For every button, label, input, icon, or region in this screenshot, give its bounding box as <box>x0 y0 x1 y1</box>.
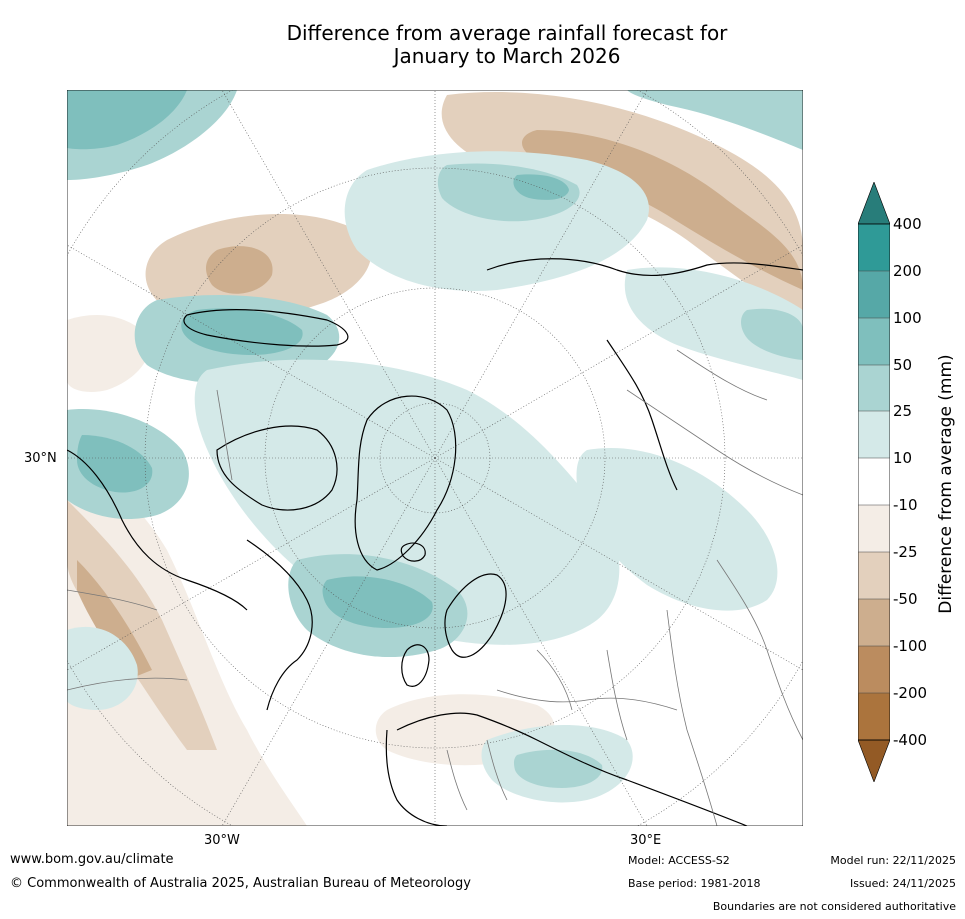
dry-anomaly-regions <box>67 92 803 826</box>
colorbar-tick: -25 <box>893 543 918 561</box>
colorbar-label: Difference from average (mm) <box>936 354 956 614</box>
colorbar-tick: -10 <box>893 496 918 514</box>
rainfall-anomaly-map <box>67 90 803 826</box>
colorbar-segment-100-200 <box>858 271 890 318</box>
colorbar-segment-m200-m100 <box>858 646 890 693</box>
wet-region-northeast <box>627 90 803 150</box>
wet-anomaly-regions <box>67 90 803 803</box>
colorbar-tick: -50 <box>893 590 918 608</box>
map-title: Difference from average rainfall forecas… <box>160 22 854 68</box>
wet-region-central <box>194 359 620 645</box>
lat-label-30n: 30°N <box>24 451 57 466</box>
colorbar-segment-m400-m200 <box>858 693 890 740</box>
title-line-2: January to March 2026 <box>393 44 621 68</box>
colorbar-tick: 100 <box>893 309 922 327</box>
colorbar-tick: 10 <box>893 449 913 467</box>
colorbar-segment-50-100 <box>858 318 890 365</box>
wet-region-east <box>576 448 778 611</box>
colorbar-tick: -200 <box>893 684 928 702</box>
coast-uk <box>401 644 430 687</box>
coast-iberia-africa <box>385 729 448 826</box>
coast-scandinavia <box>444 573 507 658</box>
base-period: Base period: 1981-2018 <box>628 877 761 890</box>
coast-siberia-north <box>486 258 803 277</box>
coast-alaska <box>183 308 349 347</box>
coast-north-america-east <box>246 539 313 711</box>
colorbar-segment-m25-m10 <box>858 505 890 552</box>
coastlines <box>67 258 803 826</box>
copyright-notice: © Commonwealth of Australia 2025, Austra… <box>10 876 471 891</box>
colorbar-tick: 50 <box>893 356 913 374</box>
model-run-date: Model run: 22/11/2025 <box>830 854 956 867</box>
colorbar-segment-neutral <box>858 458 890 505</box>
colorbar-segment-25-50 <box>858 365 890 411</box>
colorbar-tick: 400 <box>893 215 922 233</box>
model-name: Model: ACCESS-S2 <box>628 854 730 867</box>
website-link[interactable]: www.bom.gov.au/climate <box>10 852 174 867</box>
colorbar-tick: 200 <box>893 262 922 280</box>
colorbar-tick: 25 <box>893 402 913 420</box>
colorbar-tick: -400 <box>893 731 928 749</box>
title-line-1: Difference from average rainfall forecas… <box>286 21 728 45</box>
coast-siberia-east <box>606 339 678 491</box>
coast-europe <box>396 712 748 826</box>
colorbar-segment-10-25 <box>858 411 890 458</box>
coast-iceland <box>400 542 426 562</box>
country-boundaries <box>67 349 803 826</box>
coast-north-america-west <box>67 449 248 611</box>
colorbar-wet-extend <box>857 181 891 225</box>
lon-label-30w: 30°W <box>204 833 240 848</box>
colorbar-segment-m50-m25 <box>858 552 890 599</box>
coast-canada-arctic <box>216 425 338 511</box>
colorbar-segment-200-400 <box>858 224 890 271</box>
issued-date: Issued: 24/11/2025 <box>849 877 956 890</box>
colorbar-dry-extend <box>857 739 891 783</box>
graticule <box>67 90 803 826</box>
boundaries-disclaimer: Boundaries are not considered authoritat… <box>712 900 956 913</box>
colorbar-segment-m100-m50 <box>858 599 890 646</box>
lon-label-30e: 30°E <box>630 833 662 848</box>
colorbar <box>857 181 891 783</box>
dry-region-west <box>67 450 307 826</box>
wet-region-siberia <box>624 267 803 380</box>
colorbar-tick: -100 <box>893 637 928 655</box>
